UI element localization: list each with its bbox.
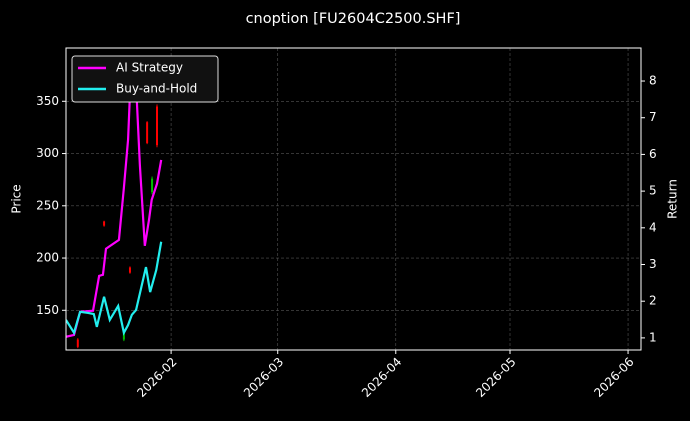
- candle-body: [156, 106, 159, 146]
- y-tick-label: 200: [36, 251, 59, 265]
- y2-tick-label: 7: [649, 110, 657, 124]
- legend-box: [71, 55, 219, 103]
- candle-body: [122, 331, 125, 340]
- y-axis-label: Price: [10, 184, 24, 213]
- plot-area: [66, 56, 163, 349]
- y2-tick-label: 3: [649, 257, 657, 271]
- y-tick-label: 250: [36, 198, 59, 212]
- y-tick-label: 350: [36, 94, 59, 108]
- series-line: [66, 241, 163, 336]
- chart-title: cnoption [FU2604C2500.SHF]: [246, 11, 461, 27]
- candle-body: [128, 267, 131, 273]
- y2-axis-label: Return: [666, 179, 680, 219]
- y-tick-label: 300: [36, 146, 59, 160]
- candle-body: [151, 178, 154, 193]
- y2-tick-label: 8: [649, 74, 657, 88]
- y2-tick-label: 5: [649, 184, 657, 198]
- y-tick-label: 150: [36, 303, 59, 317]
- legend-label: AI Strategy: [116, 61, 183, 75]
- series-line: [66, 56, 163, 338]
- candle-body: [103, 221, 106, 226]
- y2-tick-label: 4: [649, 220, 657, 234]
- y2-tick-label: 2: [649, 294, 657, 308]
- candle-body: [76, 339, 79, 347]
- candle-body: [146, 122, 149, 144]
- legend-label: Buy-and-Hold: [116, 82, 197, 96]
- y2-tick-label: 1: [649, 330, 657, 344]
- plot-frame: [65, 47, 642, 351]
- y2-tick-label: 6: [649, 147, 657, 161]
